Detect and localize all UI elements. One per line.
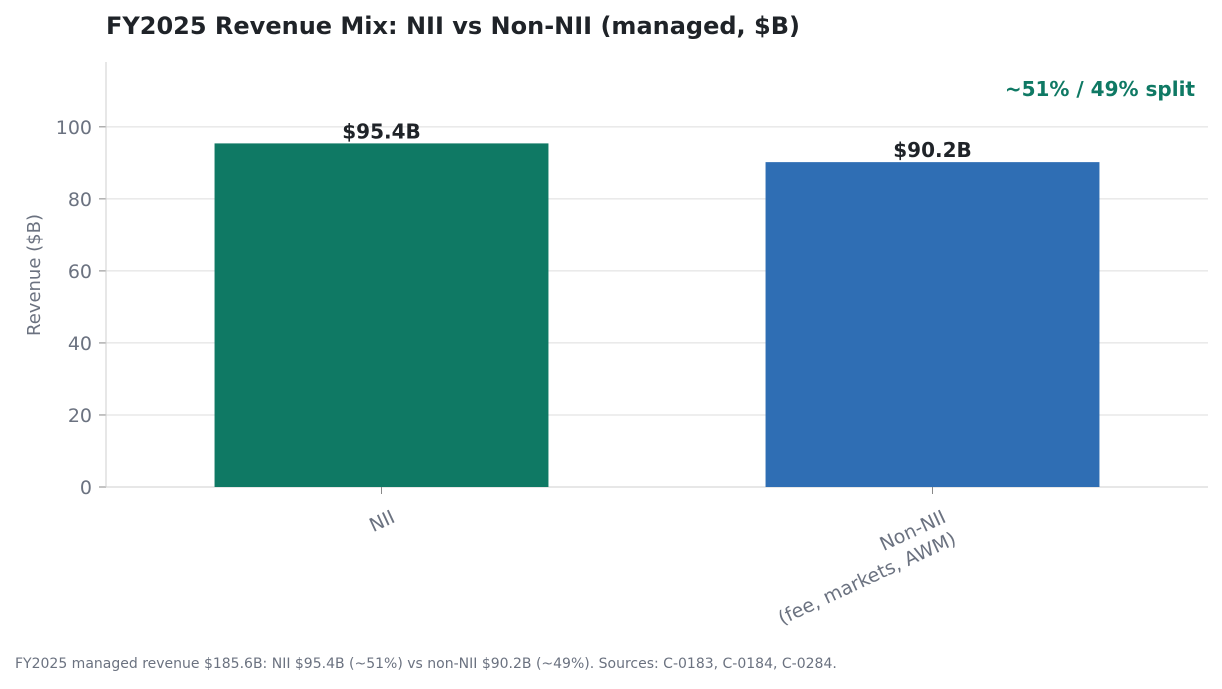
y-tick-label: 40 [68,333,92,355]
y-tick-label: 80 [68,189,92,211]
chart-title: FY2025 Revenue Mix: NII vs Non-NII (mana… [106,12,800,40]
x-tick-label-line: NII [366,506,398,537]
x-tick-label: Non-NII(fee, markets, AWM) [775,506,960,630]
x-tick-label: NII [366,506,398,537]
y-tick-label: 60 [68,261,92,283]
y-tick-label: 20 [68,405,92,427]
footnote: FY2025 managed revenue $185.6B: NII $95.… [15,656,837,672]
bar [214,143,549,487]
y-tick-label: 100 [56,117,92,139]
split-annotation: ~51% / 49% split [1005,77,1196,101]
x-tick-label-line: (fee, markets, AWM) [775,528,960,630]
bars [214,143,1100,487]
y-tick-label: 0 [80,477,92,499]
bar [765,162,1100,487]
data-label: $95.4B [342,119,421,143]
y-axis-label: Revenue ($B) [24,214,45,336]
data-label: $90.2B [893,138,972,162]
